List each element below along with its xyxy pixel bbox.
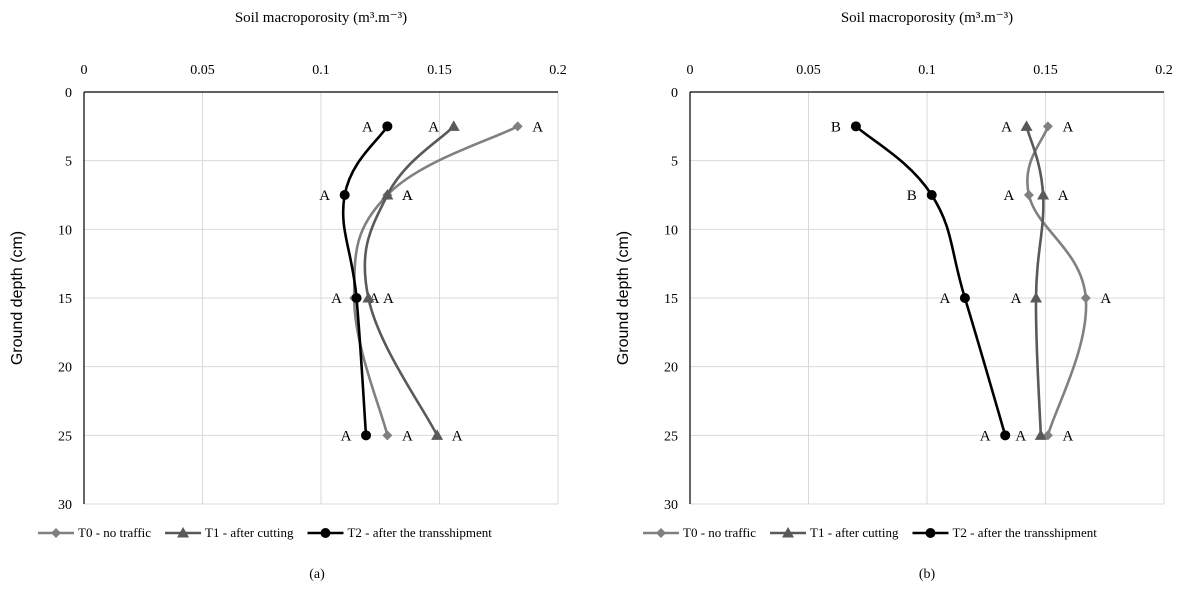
significance-letter: A (331, 291, 342, 307)
series-line-circle (854, 125, 1007, 437)
legend-marker-diamond (656, 528, 666, 538)
data-point-diamond (382, 430, 393, 441)
y-axis-label: Ground depth (cm) (9, 231, 26, 365)
data-point-circle (382, 121, 393, 132)
significance-letter: A (341, 428, 352, 444)
significance-letter: A (1003, 188, 1014, 204)
legend-entry: T0 - no traffic (78, 525, 151, 540)
significance-letter: A (402, 428, 413, 444)
significance-letter: A (362, 119, 373, 135)
significance-letter: A (1062, 119, 1073, 135)
x-tick-label: 0.2 (1155, 63, 1173, 78)
legend-entry: T1 - after cutting (810, 525, 899, 540)
panel-caption: (a) (309, 567, 325, 582)
x-tick-label: 0.05 (190, 63, 215, 78)
y-tick-label: 15 (664, 292, 678, 307)
significance-letter: B (831, 119, 841, 135)
significance-letter: A (383, 291, 394, 307)
significance-letter: A (1058, 188, 1069, 204)
y-tick-label: 30 (58, 498, 72, 513)
data-point-triangle (381, 189, 394, 200)
significance-letter: B (907, 188, 917, 204)
legend-marker-circle (320, 528, 331, 538)
data-point-diamond (1023, 190, 1034, 200)
x-tick-label: 0 (81, 63, 88, 78)
x-tick-label: 0.05 (796, 63, 821, 78)
legend-entry: T1 - after cutting (205, 525, 294, 540)
significance-letter: A (402, 188, 413, 204)
data-point-circle (959, 293, 970, 303)
x-tick-label: 0.2 (549, 63, 567, 78)
y-tick-label: 0 (671, 86, 678, 101)
legend-marker-triangle (782, 527, 795, 538)
data-point-triangle (431, 429, 444, 440)
data-point-triangle (1034, 429, 1047, 440)
data-point-triangle (1037, 189, 1050, 200)
y-axis-label: Ground depth (cm) (615, 231, 632, 365)
legend-entry: T2 - after the transshipment (347, 525, 492, 540)
significance-letter: A (428, 119, 439, 135)
data-point-circle (1000, 430, 1011, 441)
data-point-diamond (512, 121, 523, 132)
data-point-triangle (1020, 120, 1033, 131)
legend-marker-circle (925, 528, 936, 538)
chart-title: Soil macroporosity (m³.m⁻³) (235, 10, 407, 26)
series-line-diamond (1026, 125, 1088, 437)
legend-entry: T0 - no traffic (683, 525, 756, 540)
chart-title: Soil macroporosity (m³.m⁻³) (841, 10, 1013, 26)
y-tick-label: 10 (58, 223, 72, 238)
y-tick-label: 5 (65, 155, 72, 170)
y-tick-label: 25 (664, 429, 678, 444)
data-point-circle (926, 190, 937, 200)
data-point-diamond (1080, 293, 1091, 303)
series-line-triangle (363, 125, 456, 437)
y-tick-label: 30 (664, 498, 678, 513)
data-point-circle (361, 430, 372, 441)
data-point-circle (339, 190, 350, 200)
series-line-circle (341, 125, 389, 437)
y-tick-label: 20 (664, 361, 678, 376)
data-point-circle (850, 121, 861, 132)
significance-letter: A (452, 428, 463, 444)
x-tick-label: 0.15 (1033, 63, 1058, 78)
significance-letter: A (1001, 119, 1012, 135)
y-tick-label: 0 (65, 86, 72, 101)
data-point-diamond (1042, 121, 1053, 132)
x-tick-label: 0 (687, 63, 694, 78)
significance-letter: A (939, 291, 950, 307)
y-tick-label: 25 (58, 429, 72, 444)
significance-letter: A (369, 291, 380, 307)
panel-caption: (b) (919, 567, 936, 582)
significance-letter: A (1100, 291, 1111, 307)
legend-marker-triangle (177, 527, 190, 538)
series-line-diamond (352, 125, 520, 437)
y-tick-label: 10 (664, 223, 678, 238)
y-tick-label: 5 (671, 155, 678, 170)
series-line-triangle (1025, 125, 1045, 437)
y-tick-label: 20 (58, 361, 72, 376)
significance-letter: A (402, 188, 413, 204)
significance-letter: A (1015, 428, 1026, 444)
significance-letter: A (532, 119, 543, 135)
legend-entry: T2 - after the transshipment (952, 525, 1097, 540)
significance-letter: A (1011, 291, 1022, 307)
x-tick-label: 0.1 (312, 63, 330, 78)
data-point-triangle (447, 120, 460, 131)
legend-marker-diamond (51, 528, 61, 538)
significance-letter: A (1062, 428, 1073, 444)
significance-letter: A (980, 428, 991, 444)
significance-letter: A (319, 188, 330, 204)
data-point-triangle (1030, 292, 1043, 303)
x-tick-label: 0.1 (918, 63, 936, 78)
data-point-circle (351, 293, 362, 303)
x-tick-label: 0.15 (427, 63, 452, 78)
y-tick-label: 15 (58, 292, 72, 307)
data-point-triangle (362, 292, 375, 303)
